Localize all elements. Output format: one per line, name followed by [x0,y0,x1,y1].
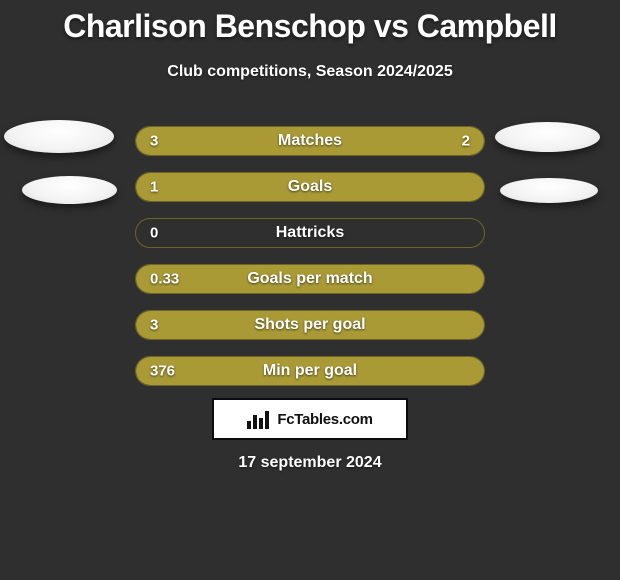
stat-value-left: 0 [150,225,158,242]
stat-value-left: 3 [150,133,158,150]
stat-bar-track: Min per goal376 [135,356,485,386]
player-placeholder [495,122,600,152]
stat-row: Hattricks0 [0,210,620,256]
stat-row: Min per goal376 [0,348,620,394]
logo-icon [247,409,273,429]
stat-value-right: 2 [462,133,470,150]
stat-value-left: 0.33 [150,271,179,288]
badge-text: FcTables.com [277,411,372,428]
stat-row: Shots per goal3 [0,302,620,348]
stat-bar-track: Goals per match0.33 [135,264,485,294]
stat-bar-left [136,173,484,201]
fctables-badge: FcTables.com [212,398,408,440]
page-title: Charlison Benschop vs Campbell [0,0,620,45]
stat-bar-left [136,265,484,293]
stat-value-left: 376 [150,363,175,380]
stat-bar-track: Hattricks0 [135,218,485,248]
stat-bar-track: Matches32 [135,126,485,156]
date-text: 17 september 2024 [0,454,620,472]
subtitle: Club competitions, Season 2024/2025 [0,63,620,81]
player-placeholder [22,176,117,204]
player-placeholder [4,120,114,153]
stat-bar-left [136,357,484,385]
player-placeholder [500,178,598,203]
stat-value-left: 3 [150,317,158,334]
stat-bar-track: Goals1 [135,172,485,202]
stat-label: Hattricks [136,224,484,242]
stat-bar-left [136,311,484,339]
stat-row: Goals per match0.33 [0,256,620,302]
stat-value-left: 1 [150,179,158,196]
stat-rows: Matches32Goals1Hattricks0Goals per match… [0,118,620,394]
stat-bar-left [136,127,345,155]
stat-bar-track: Shots per goal3 [135,310,485,340]
